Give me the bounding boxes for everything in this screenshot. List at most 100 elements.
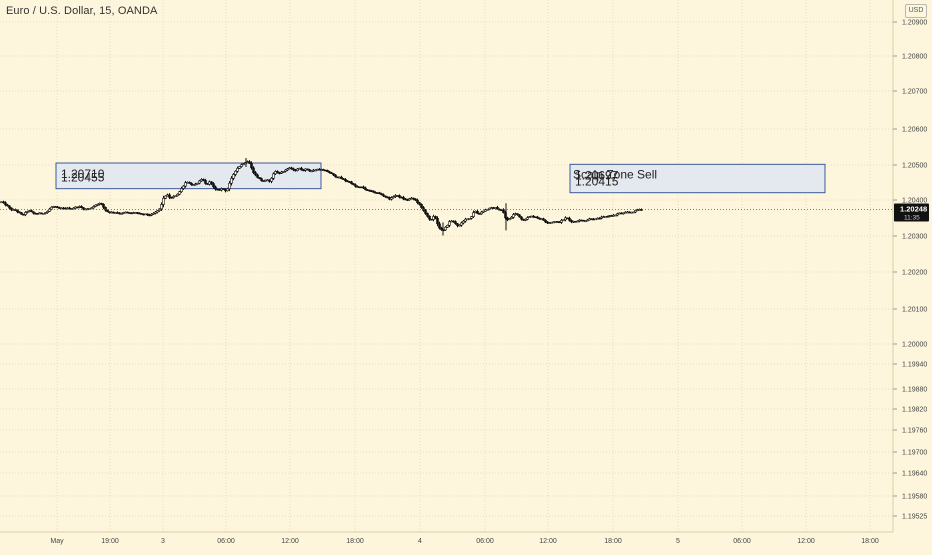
candle-body xyxy=(100,203,103,205)
price-tick-label: 1.20600 xyxy=(902,127,927,134)
candle-body xyxy=(428,215,431,220)
price-tick-label: 1.19525 xyxy=(902,514,927,521)
candle-body xyxy=(520,216,523,220)
time-tick-label: 18:00 xyxy=(861,538,879,545)
candle-body xyxy=(24,212,27,215)
candle-body xyxy=(92,206,95,209)
candle-body xyxy=(518,214,521,218)
candle-body xyxy=(178,191,181,195)
candle-body xyxy=(250,163,253,169)
current-price-countdown: 11:35 xyxy=(904,214,920,221)
candle-body xyxy=(222,188,225,190)
candle-body xyxy=(226,188,229,192)
candle-body xyxy=(480,211,483,215)
time-tick-label: 06:00 xyxy=(217,538,235,545)
candle-body xyxy=(116,212,119,214)
candle-body xyxy=(510,216,513,219)
candle-body xyxy=(420,204,423,208)
price-tick-label: 1.19940 xyxy=(902,362,927,369)
candle-body xyxy=(154,211,157,214)
candle-body xyxy=(6,204,9,207)
candle-body xyxy=(634,210,637,213)
candle-body xyxy=(72,207,75,210)
candle-body xyxy=(436,217,439,225)
zone-left-bottom-label: 1.20455 xyxy=(61,171,105,185)
current-price-value: 1.20248 xyxy=(900,204,927,213)
candle-body xyxy=(200,179,203,182)
candle-body xyxy=(208,181,211,185)
candle-body xyxy=(270,178,273,182)
candle-body xyxy=(20,212,23,215)
candle-body xyxy=(212,183,215,188)
candle-body xyxy=(252,167,255,173)
candle-body xyxy=(126,211,129,214)
price-tick-label: 1.20700 xyxy=(902,89,927,96)
time-tick-label: 4 xyxy=(418,538,422,545)
candle-body xyxy=(192,184,195,186)
candle-body xyxy=(352,183,355,186)
candle-body xyxy=(330,172,333,175)
candle-body xyxy=(172,196,175,198)
candle-body xyxy=(340,176,343,179)
candle-body xyxy=(122,212,125,214)
candle-body xyxy=(384,195,387,198)
candle-body xyxy=(460,222,463,226)
candle-body xyxy=(74,206,77,209)
candle-body xyxy=(412,197,415,200)
time-tick-label: 18:00 xyxy=(346,538,364,545)
candle-body xyxy=(416,199,419,203)
candle-body xyxy=(136,212,139,214)
candle-body xyxy=(174,195,177,198)
candle-body xyxy=(114,212,117,214)
candle-body xyxy=(300,167,303,171)
candle-body xyxy=(202,179,205,181)
candle-body xyxy=(502,209,505,213)
candle-body xyxy=(616,213,619,216)
candle-body xyxy=(182,185,185,189)
time-tick-label: 3 xyxy=(161,538,165,545)
price-tick-label: 1.20200 xyxy=(902,270,927,277)
currency-badge[interactable]: USD xyxy=(905,4,927,18)
candle-body xyxy=(48,208,51,212)
candle-body xyxy=(4,202,7,206)
candle-body xyxy=(434,216,437,219)
candle-body xyxy=(144,213,147,216)
candle-body xyxy=(246,161,249,163)
candle-body xyxy=(138,212,141,215)
candle-body xyxy=(206,183,209,185)
candle-body xyxy=(224,188,227,192)
time-tick-label: 19:00 xyxy=(101,538,119,545)
candle-body xyxy=(10,207,13,211)
candle-body xyxy=(90,207,93,210)
candle-body xyxy=(586,219,589,222)
candle-body xyxy=(364,187,367,191)
candle-body xyxy=(30,210,33,213)
candle-body xyxy=(332,173,335,176)
candle-body xyxy=(240,164,243,167)
candle-body xyxy=(234,170,237,175)
candle-body xyxy=(162,197,165,205)
candle-body xyxy=(390,197,393,200)
candle-body xyxy=(66,207,69,210)
zone-right-box xyxy=(569,163,826,194)
candle-body xyxy=(142,213,145,216)
candle-body xyxy=(168,194,171,198)
candle-body xyxy=(184,182,187,187)
candle-body xyxy=(282,171,285,173)
candle-body xyxy=(218,189,221,191)
candle-body xyxy=(468,218,471,220)
candle-body xyxy=(414,198,417,201)
candle-body xyxy=(140,213,143,215)
zone-right-top-label: 1.20697 xyxy=(575,168,619,182)
candle-body xyxy=(190,182,193,186)
candle-body xyxy=(354,184,357,187)
candle-body xyxy=(106,209,109,212)
candle-body xyxy=(576,220,579,223)
candle-body xyxy=(96,204,99,206)
candle-body xyxy=(308,169,311,172)
current-price-tag xyxy=(894,203,929,222)
